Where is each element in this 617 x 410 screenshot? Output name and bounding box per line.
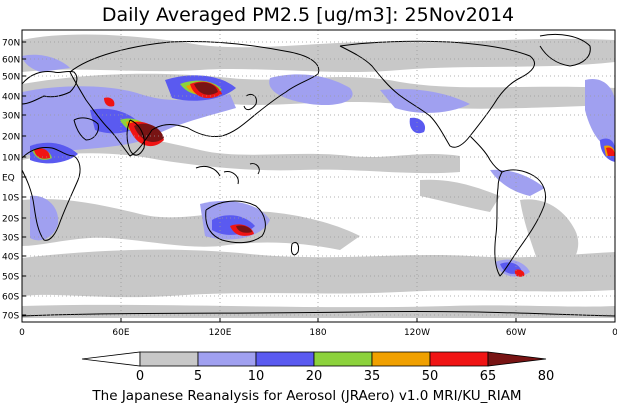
lat-tick-label: 70N xyxy=(2,39,20,49)
lat-tick-label: 10N xyxy=(2,154,20,164)
colorbar-bin xyxy=(139,351,199,367)
colorbar: 0 5 10 20 35 50 65 80 xyxy=(81,351,555,384)
colorbar-tick-label: 50 xyxy=(422,369,439,384)
colorbar-bin xyxy=(313,351,373,367)
colorbar-tick-label: 10 xyxy=(248,369,265,384)
latitude-labels: 70N 60N 50N 40N 30N 20N 10N EQ 10S 20S 30S 40S 50S 60… xyxy=(2,39,26,322)
lon-tick-label: 0 xyxy=(19,328,25,338)
lon-tick-label: 120E xyxy=(209,328,232,338)
colorbar-tick-label: 80 xyxy=(538,369,555,384)
lat-tick-label: 40N xyxy=(2,93,20,103)
lat-tick-label: 30S xyxy=(2,234,19,244)
coastlines xyxy=(21,33,616,317)
lat-tick-label: 50S xyxy=(2,273,19,283)
colorbar-bin xyxy=(81,351,141,367)
colorbar-bin xyxy=(255,351,315,367)
colorbar-tick-label: 5 xyxy=(194,369,202,384)
lat-tick-label: 40S xyxy=(2,253,19,263)
lat-tick-label: 60S xyxy=(2,293,19,303)
colorbar-bin xyxy=(197,351,257,367)
colorbar-tick-label: 20 xyxy=(306,369,323,384)
footer-credit: The Japanese Reanalysis for Aerosol (JRA… xyxy=(91,388,521,404)
lon-tick-label: 60W xyxy=(506,328,526,338)
pm25-band-80-plus xyxy=(134,82,252,233)
lon-tick-label: 60E xyxy=(112,328,129,338)
lat-tick-label: 20N xyxy=(2,133,20,143)
graticule xyxy=(22,30,615,322)
colorbar-tick-label: 0 xyxy=(136,369,144,384)
lat-tick-label: 50N xyxy=(2,73,20,83)
colorbar-bin xyxy=(371,351,431,367)
lat-tick-label: 20S xyxy=(2,215,19,225)
longitude-labels: 0 60E 120E 180 120W 60W 0 xyxy=(19,318,617,338)
lat-tick-label: 60N xyxy=(2,56,20,66)
map-title: Daily Averaged PM2.5 [ug/m3]: 25Nov2014 xyxy=(102,4,514,26)
lon-tick-label: 0 xyxy=(612,328,617,338)
lat-tick-label: 10S xyxy=(2,194,19,204)
colorbar-bin xyxy=(429,351,489,367)
colorbar-bin xyxy=(487,351,547,367)
lat-tick-label: 70S xyxy=(2,312,19,322)
lon-tick-label: 120W xyxy=(404,328,430,338)
colorbar-tick-label: 35 xyxy=(364,369,381,384)
lat-tick-label: 30N xyxy=(2,112,20,122)
lon-tick-label: 180 xyxy=(309,328,326,338)
colorbar-tick-label: 65 xyxy=(480,369,497,384)
lat-tick-label: EQ xyxy=(2,174,15,184)
